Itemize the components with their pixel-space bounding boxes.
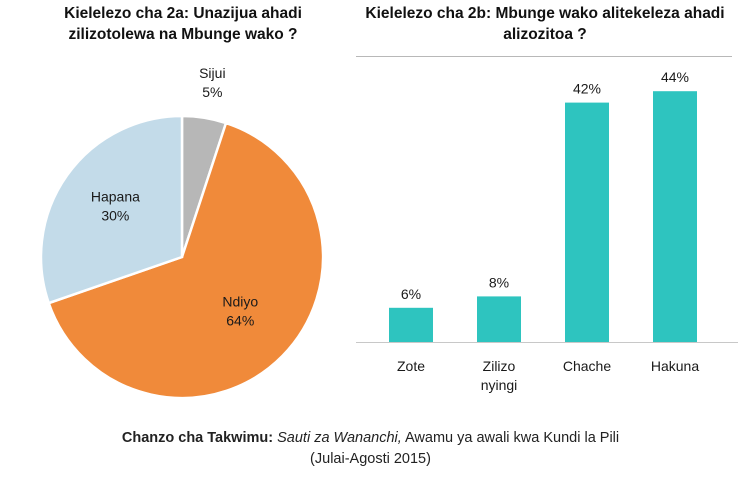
source-footer: Chanzo cha Takwimu: Sauti za Wananchi, A… <box>0 428 741 470</box>
bar-category-zilizo-nyingi: Zilizo <box>483 358 516 374</box>
pie-label-hapana: Hapana <box>91 189 140 205</box>
pie-value-sijui: 5% <box>202 84 222 100</box>
bar-zilizo-nyingi <box>477 296 521 342</box>
source-title: Sauti za Wananchi, <box>277 430 402 446</box>
bar-chache <box>565 102 609 342</box>
source-dates: (Julai-Agosti 2015) <box>310 451 431 467</box>
bar-value-hakuna: 44% <box>661 69 689 85</box>
pie-label-sijui: Sijui <box>199 65 225 81</box>
pie-slice-hapana <box>39 114 184 305</box>
pie-slice-ndiyo <box>47 121 325 400</box>
bar-chart: 6% Zote 8% Zilizo nyingi 42% Chache 44% Hakuna <box>356 69 738 393</box>
bar-chart-title: Kielelezo cha 2b: Mbunge wako alitekelez… <box>365 5 725 43</box>
pie-label-ndiyo: Ndiyo <box>222 293 258 309</box>
pie-value-ndiyo: 64% <box>226 312 254 328</box>
pie-chart: Sijui 5% Ndiyo 64% Hapana 30% <box>39 65 325 400</box>
source-line: Chanzo cha Takwimu: Sauti za Wananchi, A… <box>0 428 741 449</box>
bar-value-zote: 6% <box>401 286 421 302</box>
bar-zote <box>389 307 433 342</box>
bar-value-chache: 42% <box>573 81 601 97</box>
pie-value-hapana: 30% <box>101 208 129 224</box>
source-rest: Awamu ya awali kwa Kundi la Pili <box>405 430 620 446</box>
bar-hakuna <box>653 91 697 342</box>
bar-category-zilizo-nyingi-line2: nyingi <box>481 377 518 393</box>
bar-category-zote: Zote <box>397 358 425 374</box>
bar-value-zilizo-nyingi: 8% <box>489 274 509 290</box>
title-divider <box>356 56 732 57</box>
source-label: Chanzo cha Takwimu: <box>121 430 274 446</box>
bar-category-hakuna: Hakuna <box>651 358 699 374</box>
pie-chart-title: Kielelezo cha 2a: Unazijua ahadi zilizot… <box>64 5 302 43</box>
bar-category-chache: Chache <box>563 358 611 374</box>
